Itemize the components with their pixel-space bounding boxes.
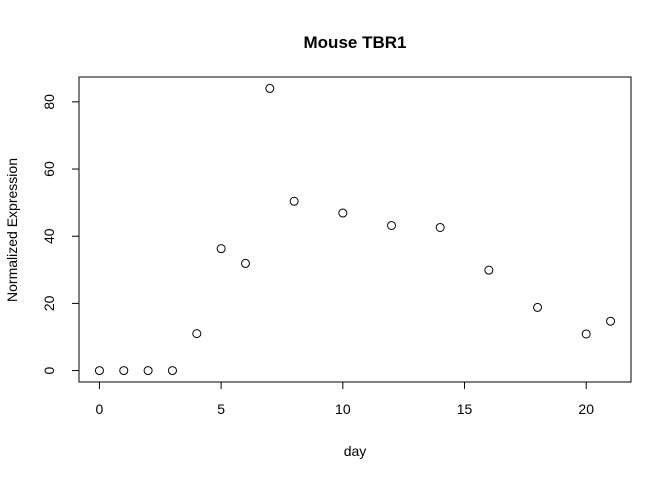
data-point bbox=[265, 83, 275, 93]
data-point bbox=[606, 316, 616, 326]
x-tick-label: 10 bbox=[335, 401, 351, 417]
data-point bbox=[435, 222, 445, 232]
y-tick-label: 60 bbox=[41, 161, 57, 177]
data-point bbox=[167, 366, 177, 376]
data-point bbox=[484, 265, 494, 275]
plot-frame bbox=[78, 76, 632, 383]
y-tick-label: 40 bbox=[41, 228, 57, 244]
data-point bbox=[338, 208, 348, 218]
data-point bbox=[240, 258, 250, 268]
x-tick-label: 15 bbox=[457, 401, 473, 417]
data-points bbox=[94, 83, 616, 376]
chart-title: Mouse TBR1 bbox=[304, 33, 407, 52]
y-axis-label: Normalized Expression bbox=[4, 158, 20, 302]
x-tick-label: 20 bbox=[578, 401, 594, 417]
y-axis-ticks: 0 20 40 60 80 bbox=[41, 94, 79, 374]
y-tick-label: 80 bbox=[41, 94, 57, 110]
x-tick-label: 5 bbox=[217, 401, 225, 417]
data-point bbox=[192, 329, 202, 339]
data-point bbox=[289, 196, 299, 206]
data-point bbox=[581, 329, 591, 339]
y-tick-label: 20 bbox=[41, 295, 57, 311]
x-axis-ticks: 0 5 10 15 20 bbox=[96, 382, 594, 417]
data-point bbox=[216, 244, 226, 254]
y-tick-label: 0 bbox=[41, 366, 57, 374]
data-point bbox=[387, 220, 397, 230]
data-point bbox=[533, 302, 543, 312]
data-point bbox=[94, 366, 104, 376]
x-axis-label: day bbox=[344, 443, 367, 459]
data-point bbox=[119, 366, 129, 376]
x-tick-label: 0 bbox=[96, 401, 104, 417]
data-point bbox=[143, 366, 153, 376]
